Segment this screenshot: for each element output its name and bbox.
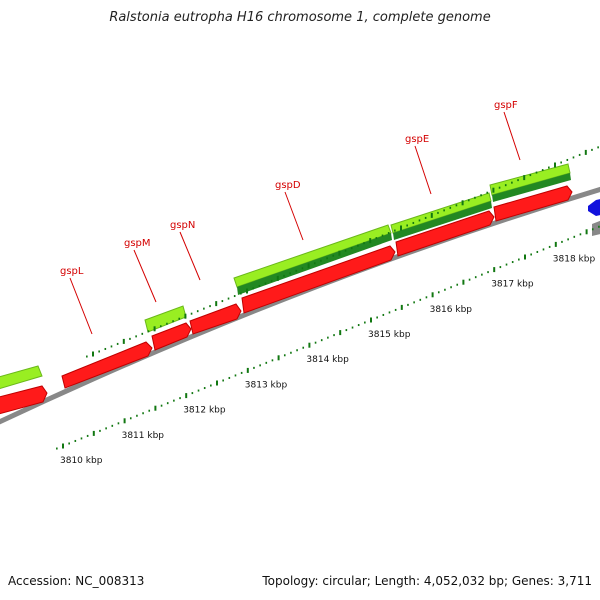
gene-leader-line [414, 145, 432, 195]
genome-summary-text: Topology: circular; Length: 4,052,032 bp… [262, 574, 592, 588]
gene-arrow-gspM[interactable] [151, 322, 192, 351]
scale-tick-track [56, 225, 600, 450]
gene-label[interactable]: gspL [60, 266, 84, 277]
scale-label: 3813 kbp [245, 380, 288, 390]
cds-feature-gspF-strand [492, 173, 571, 202]
scale-label: 3816 kbp [430, 305, 473, 315]
scale-label: 3817 kbp [491, 280, 534, 290]
gene-label[interactable]: gspE [405, 134, 429, 145]
gene-leader-line [133, 249, 157, 303]
other-feature-grey[interactable] [592, 219, 600, 236]
gene-arrow-gspL[interactable] [61, 341, 153, 389]
scale-label: 3815 kbp [368, 330, 411, 340]
scale-label: 3812 kbp [183, 406, 226, 416]
gene-leader-line [503, 111, 521, 161]
upper-tick-track [86, 146, 599, 358]
scale-labels: 3810 kbp 3811 kbp 3812 kbp 3813 kbp 3814 kbp… [60, 254, 595, 466]
scale-label: 3811 kbp [122, 431, 165, 441]
map-title: Ralstonia eutropha H16 chromosome 1, com… [109, 10, 491, 25]
gene-label[interactable]: gspD [275, 180, 301, 191]
gene-label[interactable]: gspN [170, 220, 195, 231]
gene-leader-line [284, 191, 304, 241]
gene-label[interactable]: gspM [124, 238, 151, 249]
cds-feature-gspE-strand [393, 201, 492, 240]
gene-label[interactable]: gspF [494, 100, 518, 111]
gene-arrow-gspF[interactable] [493, 185, 573, 222]
gene-arrow-gspE[interactable] [395, 210, 495, 257]
gene-arrow-gspN[interactable] [189, 303, 242, 335]
cds-feature-left[interactable] [0, 365, 43, 390]
gene-arrow-gspD[interactable] [241, 245, 396, 314]
gene-leader-line [69, 277, 93, 335]
gene-labels: gspL gspM gspN gspD gspE gspF [60, 100, 521, 335]
other-feature-blue[interactable] [588, 198, 600, 216]
gene-leader-line [179, 231, 201, 281]
scale-label: 3810 kbp [60, 456, 103, 466]
gene-arrow-left[interactable] [0, 385, 48, 415]
scale-label: 3814 kbp [306, 355, 349, 365]
feature-tracks [0, 163, 600, 425]
scale-label: 3818 kbp [553, 254, 596, 264]
genome-backbone [0, 186, 600, 425]
accession-text: Accession: NC_008313 [8, 574, 145, 588]
